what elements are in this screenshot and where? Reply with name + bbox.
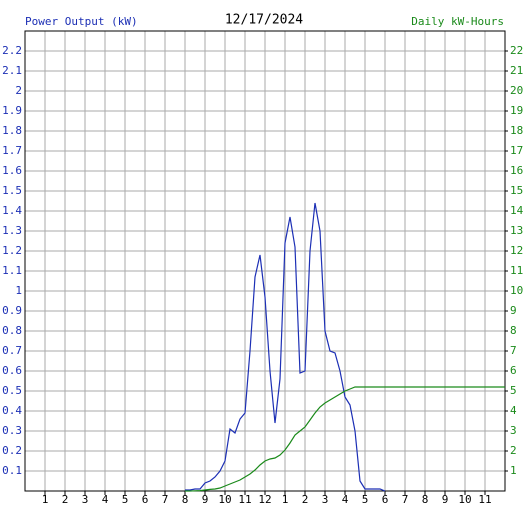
data-line: [185, 202, 386, 492]
y-tick-label: 2.2: [2, 44, 22, 57]
y-tick-label: 1.5: [2, 184, 22, 197]
y-tick-label: 2: [15, 84, 22, 97]
y2-tick-label: 9: [510, 304, 517, 317]
x-tick-label: 6: [382, 493, 389, 506]
y2-tick-label: 3: [510, 424, 517, 437]
y-tick-label: 1.3: [2, 224, 22, 237]
x-tick-label: 12: [258, 493, 271, 506]
y2-axis-label: Daily kW-Hours: [411, 15, 504, 28]
x-tick-label: 8: [422, 493, 429, 506]
y2-tick-label: 7: [510, 344, 517, 357]
y2-tick-label: 4: [510, 404, 517, 417]
y-tick-label: 0.5: [2, 384, 22, 397]
y-axis-label: Power Output (kW): [25, 15, 138, 28]
y-tick-label: 1.6: [2, 164, 22, 177]
y-tick-label: 2.1: [2, 64, 22, 77]
plot-frame: [24, 30, 506, 492]
y2-tick-label: 15: [510, 184, 523, 197]
y2-tick-label: 12: [510, 244, 523, 257]
x-tick-label: 4: [102, 493, 109, 506]
x-tick-label: 10: [458, 493, 471, 506]
y2-tick-label: 1: [510, 464, 517, 477]
y2-tick-label: 14: [510, 204, 524, 217]
y2-tick-label: 17: [510, 144, 523, 157]
x-tick-label: 2: [62, 493, 69, 506]
x-tick-label: 2: [302, 493, 309, 506]
y2-tick-label: 13: [510, 224, 523, 237]
y2-tick-label: 10: [510, 284, 523, 297]
x-tick-label: 6: [142, 493, 149, 506]
x-tick-label: 10: [218, 493, 231, 506]
y-tick-label: 1.7: [2, 144, 22, 157]
x-tick-label: 3: [82, 493, 89, 506]
x-tick-label: 11: [238, 493, 251, 506]
y-tick-label: 0.9: [2, 304, 22, 317]
y2-tick-label: 16: [510, 164, 523, 177]
y2-tick-label: 11: [510, 264, 523, 277]
x-tick-label: 9: [442, 493, 449, 506]
y-tick-label: 1.4: [2, 204, 22, 217]
y-tick-label: 0.3: [2, 424, 22, 437]
x-tick-label: 5: [122, 493, 129, 506]
y-tick-label: 0.7: [2, 344, 22, 357]
x-tick-label: 4: [342, 493, 349, 506]
y2-tick-label: 8: [510, 324, 517, 337]
x-tick-label: 1: [282, 493, 289, 506]
x-tick-label: 8: [182, 493, 189, 506]
y-tick-label: 0.8: [2, 324, 22, 337]
data-line: [185, 386, 505, 492]
y-tick-label: 0.2: [2, 444, 22, 457]
y-tick-label: 1.2: [2, 244, 22, 257]
y-tick-label: 1: [15, 284, 22, 297]
y2-tick-label: 6: [510, 364, 517, 377]
x-tick-label: 7: [162, 493, 169, 506]
x-tick-label: 3: [322, 493, 329, 506]
y2-tick-label: 18: [510, 124, 523, 137]
y-tick-label: 0.1: [2, 464, 22, 477]
y2-tick-label: 21: [510, 64, 523, 77]
x-tick-label: 7: [402, 493, 409, 506]
y-tick-label: 1.8: [2, 124, 22, 137]
x-tick-label: 5: [362, 493, 369, 506]
y2-tick-label: 20: [510, 84, 523, 97]
y2-tick-label: 5: [510, 384, 517, 397]
x-tick-label: 11: [478, 493, 491, 506]
y2-tick-label: 22: [510, 44, 523, 57]
x-tick-label: 1: [42, 493, 49, 506]
y2-tick-label: 19: [510, 104, 523, 117]
chart-title: 12/17/2024: [225, 13, 303, 28]
y-tick-label: 0.4: [2, 404, 22, 417]
y2-tick-label: 2: [510, 444, 517, 457]
y-tick-label: 1.9: [2, 104, 22, 117]
y-tick-label: 1.1: [2, 264, 22, 277]
x-tick-label: 9: [202, 493, 209, 506]
y-tick-label: 0.6: [2, 364, 22, 377]
